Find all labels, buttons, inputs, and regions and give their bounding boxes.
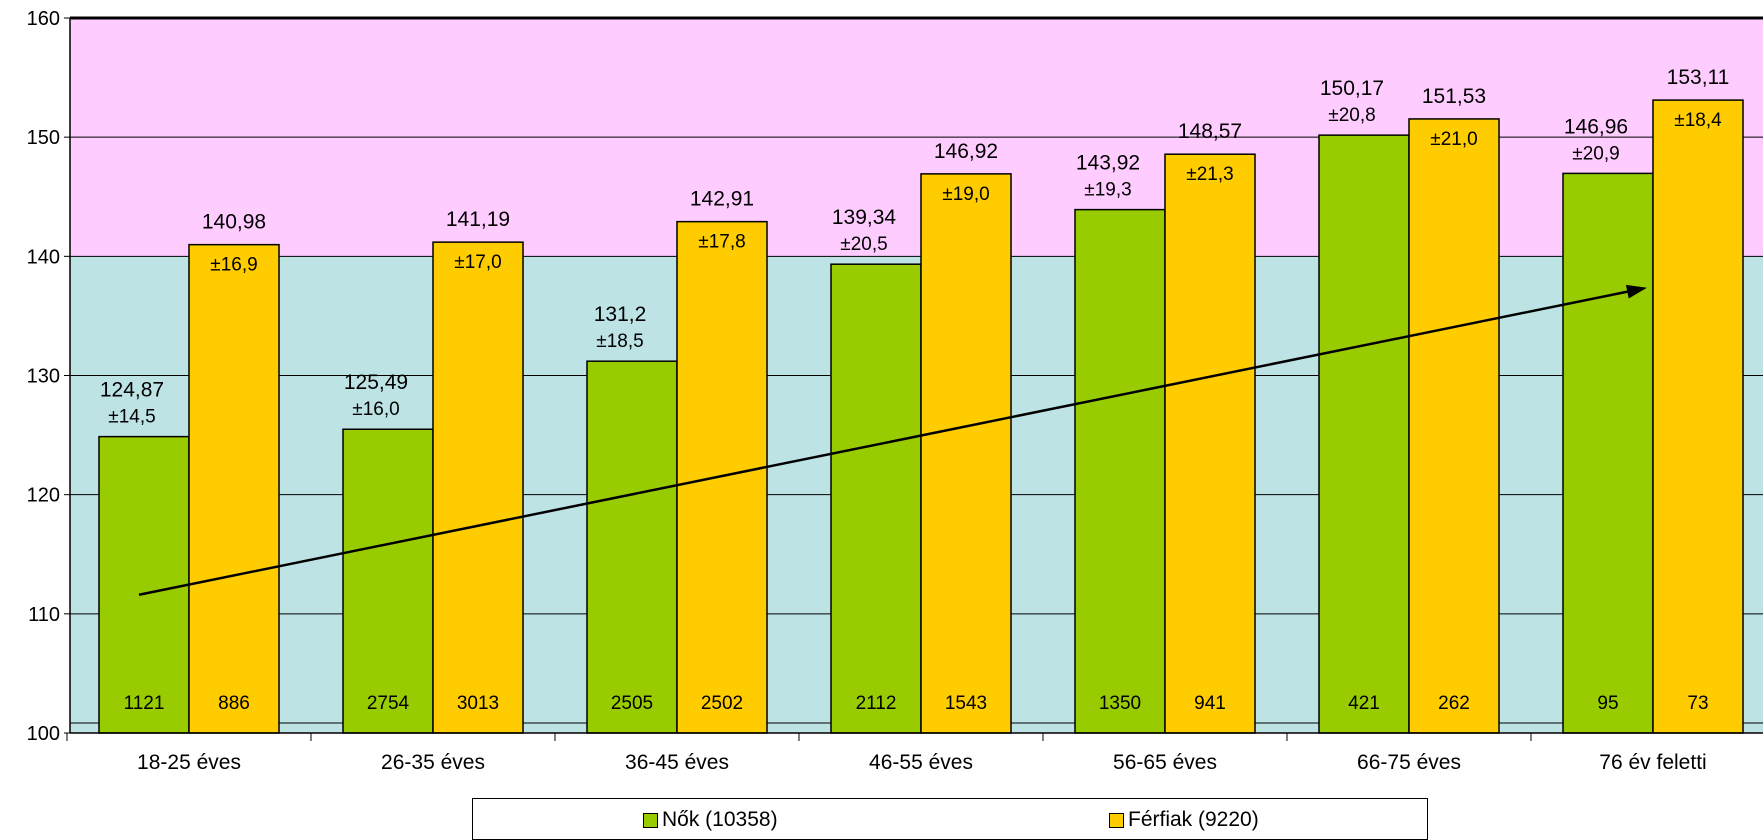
sd-label: ±14,5 bbox=[108, 407, 155, 428]
value-label: 140,98 bbox=[202, 211, 266, 234]
y-tick-label: 140 bbox=[27, 246, 60, 268]
bar bbox=[676, 220, 768, 734]
count-label: 1350 bbox=[1099, 693, 1141, 714]
bar bbox=[830, 263, 922, 734]
count-label: 941 bbox=[1194, 693, 1226, 714]
sd-label: ±21,0 bbox=[1430, 129, 1477, 150]
y-tick-label: 120 bbox=[27, 485, 60, 507]
value-label: 151,53 bbox=[1422, 85, 1486, 108]
bar bbox=[1318, 134, 1410, 734]
count-label: 1121 bbox=[124, 693, 165, 714]
y-tick-label: 100 bbox=[27, 723, 60, 745]
value-label: 141,19 bbox=[446, 208, 510, 231]
y-tick-label: 110 bbox=[28, 604, 60, 626]
count-label: 2502 bbox=[701, 693, 743, 714]
x-tick-label: 36-45 éves bbox=[625, 751, 729, 774]
bar bbox=[1652, 99, 1744, 734]
x-tick-label: 66-75 éves bbox=[1357, 751, 1461, 774]
y-axis: 100 110 120 130 140 150 160 bbox=[27, 8, 71, 745]
trend-arrowhead bbox=[1625, 284, 1647, 299]
sd-label: ±19,3 bbox=[1084, 180, 1131, 201]
sd-label: ±17,8 bbox=[698, 232, 745, 253]
sd-label: ±16,0 bbox=[352, 399, 399, 420]
count-label: 2505 bbox=[611, 693, 653, 714]
sd-label: ±21,3 bbox=[1186, 164, 1233, 185]
sd-label: ±17,0 bbox=[454, 252, 501, 273]
trend-line bbox=[138, 287, 1644, 596]
count-label: 421 bbox=[1348, 693, 1380, 714]
value-label: 125,49 bbox=[344, 371, 408, 394]
sd-label: ±18,4 bbox=[1674, 110, 1722, 131]
value-label: 139,34 bbox=[832, 206, 897, 229]
value-label: 148,57 bbox=[1178, 120, 1242, 143]
legend-item-women: Nők (10358) bbox=[643, 808, 778, 832]
value-label: 150,17 bbox=[1320, 77, 1384, 100]
y-tick-label: 150 bbox=[27, 127, 60, 149]
x-tick-label: 76 év feletti bbox=[1599, 751, 1706, 774]
legend-label-men: Férfiak (9220) bbox=[1128, 808, 1259, 831]
bar bbox=[432, 241, 524, 734]
value-label: 143,92 bbox=[1076, 152, 1140, 175]
sd-label: ±18,5 bbox=[596, 331, 643, 352]
bar bbox=[1074, 208, 1166, 734]
y-tick-label: 160 bbox=[27, 8, 60, 30]
value-label: 131,2 bbox=[594, 303, 647, 326]
x-tick-label: 26-35 éves bbox=[381, 751, 485, 774]
bar bbox=[1562, 172, 1654, 734]
bar bbox=[586, 360, 678, 734]
legend-swatch-women bbox=[643, 812, 658, 828]
sd-label: ±16,9 bbox=[210, 255, 257, 276]
count-label: 73 bbox=[1687, 693, 1708, 714]
value-label: 142,91 bbox=[690, 188, 754, 211]
bar bbox=[98, 435, 190, 734]
count-label: 262 bbox=[1438, 693, 1470, 714]
value-label: 146,92 bbox=[934, 140, 998, 163]
legend-item-men: Férfiak (9220) bbox=[1109, 808, 1259, 832]
legend-swatch-men bbox=[1109, 812, 1124, 828]
sd-label: ±20,5 bbox=[840, 234, 887, 255]
bar bbox=[188, 243, 280, 734]
bars: 124,87 ±14,5 1121 125,49 ±16,0 2754 131,2 ±18,5… bbox=[98, 66, 1744, 734]
count-label: 886 bbox=[218, 693, 250, 714]
y-tick-label: 130 bbox=[27, 366, 60, 388]
value-label: 124,87 bbox=[100, 379, 164, 402]
x-tick-label: 18-25 éves bbox=[137, 751, 241, 774]
value-label: 153,11 bbox=[1667, 66, 1730, 89]
bar bbox=[342, 428, 434, 734]
count-label: 2754 bbox=[367, 693, 410, 714]
sd-label: ±20,9 bbox=[1572, 143, 1619, 164]
legend: Nők (10358) Férfiak (9220) bbox=[472, 798, 1428, 840]
count-label: 95 bbox=[1597, 693, 1618, 714]
trend-arrow bbox=[138, 284, 1647, 596]
x-tick-label: 46-55 éves bbox=[869, 751, 973, 774]
bar bbox=[1408, 118, 1500, 734]
x-tick-label: 56-65 éves bbox=[1113, 751, 1217, 774]
bar-chart: 100 110 120 130 140 150 160 124,87 ±14,5 1121 125… bbox=[27, 8, 1763, 774]
x-axis: 18-25 éves 26-35 éves 36-45 éves 46-55 éves… bbox=[66, 732, 1763, 774]
count-label: 2112 bbox=[856, 693, 897, 714]
legend-label-women: Nők (10358) bbox=[662, 808, 778, 831]
bar bbox=[920, 173, 1012, 734]
count-label: 1543 bbox=[945, 693, 987, 714]
sd-label: ±19,0 bbox=[942, 184, 989, 205]
bar bbox=[1164, 153, 1256, 734]
sd-label: ±20,8 bbox=[1328, 105, 1375, 126]
count-label: 3013 bbox=[457, 693, 499, 714]
value-label: 146,96 bbox=[1564, 115, 1628, 138]
